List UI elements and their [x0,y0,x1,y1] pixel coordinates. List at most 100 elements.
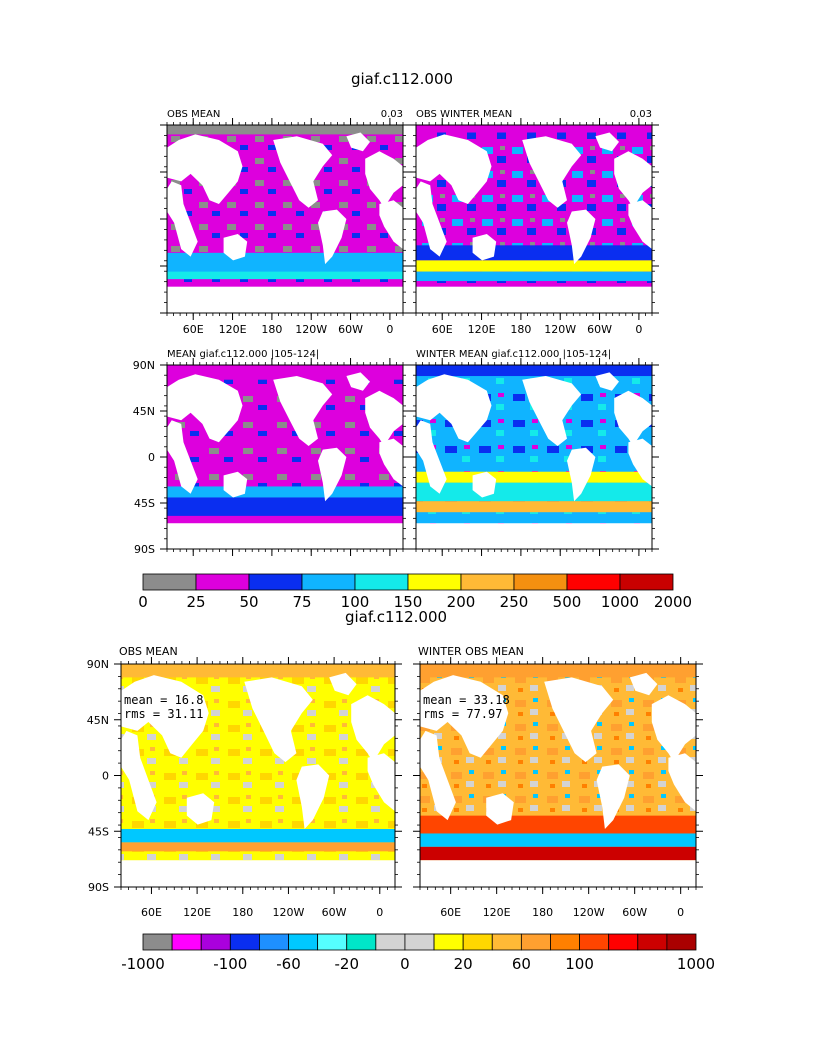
continent-mask [472,234,497,261]
y-tick-label: 90S [134,543,155,556]
x-tick-label: 60E [183,323,204,336]
colorbar-label: 150 [394,593,423,611]
panel-b1-band [121,829,395,843]
continent-mask [167,374,243,443]
colorbar-swatch [462,933,493,951]
colorbar-label: 250 [500,593,529,611]
x-tick-label: 0 [376,906,383,919]
x-tick-label: 180 [532,906,553,919]
continent-mask [522,136,582,208]
rms-annotation: rms = 31.11 [124,707,203,721]
colorbar-swatch [200,933,231,951]
continent-mask [367,753,395,812]
panel-3-band [167,486,403,498]
continent-mask [567,447,596,502]
colorbar-label: -100 [213,955,247,973]
panel-b2-band [420,664,696,678]
colorbar-swatch [301,573,356,591]
continent-mask [273,136,333,208]
colorbar-swatch [142,573,197,591]
continent-mask [567,209,596,265]
colorbar-swatch [375,933,406,951]
colorbar-swatch [491,933,522,951]
colorbar-swatch [404,933,435,951]
continent-mask [365,151,403,208]
panel-b1-band [121,842,395,852]
colorbar-label: 25 [186,593,205,611]
continent-mask [167,420,198,494]
continent-mask [167,134,243,204]
panel-title: WINTER MEAN giaf.c112.000 |105-124| [416,349,611,360]
continent-mask [420,675,509,758]
colorbar-swatch [229,933,260,951]
colorbar-swatch [550,933,580,951]
continent-mask [628,200,652,250]
panel-3-band [167,497,403,516]
colorbar-swatch [346,933,377,951]
x-tick-label: 120E [468,323,496,336]
colorbar-swatch [288,933,319,951]
colorbar-label: 50 [239,593,258,611]
continent-mask [318,209,347,265]
colorbar-swatch [666,933,697,951]
panel-corner-label: 0.03 [630,109,652,120]
panel-3-band [167,365,403,380]
colorbar-label: 0 [400,955,410,973]
antarctica-mask [167,523,403,549]
continent-mask [223,234,248,261]
continent-mask [416,181,447,257]
x-tick-label: 120E [483,906,511,919]
x-tick-label: 180 [510,323,531,336]
antarctica-mask [121,860,395,887]
continent-mask [544,677,614,763]
continent-mask [329,672,357,696]
antarctica-mask [416,523,652,549]
panel-b1-band [121,664,395,678]
colorbar-label: 100 [341,593,370,611]
continent-mask [346,372,370,391]
continent-mask [186,793,215,825]
panel-b2-band [420,833,696,847]
colorbar-label: 200 [447,593,476,611]
x-tick-label: 60E [141,906,162,919]
panel-4-band [416,482,652,502]
y-tick-label: 45N [133,405,155,418]
x-tick-label: 0 [635,323,642,336]
continent-mask [167,181,198,257]
continent-mask [296,764,330,829]
colorbar-label: 2000 [654,593,692,611]
continent-mask [273,376,333,446]
continent-mask [651,695,696,763]
x-tick-label: 60W [587,323,612,336]
x-tick-label: 180 [261,323,282,336]
panel-corner-label: 0.03 [381,109,403,120]
x-tick-label: 60W [622,906,647,919]
colorbar-swatch [637,933,668,951]
continent-mask [121,730,157,821]
colorbar-swatch [619,573,674,591]
panel-b2 [413,657,703,894]
panel-title: WINTER OBS MEAN [418,645,524,658]
figure-title: giaf.c112.000 [345,608,447,626]
mean-annotation: mean = 16.8 [124,693,203,707]
y-tick-label: 90S [88,881,109,894]
y-tick-label: 0 [102,770,109,783]
colorbar-swatch [142,933,173,951]
panel-4-band [416,365,652,377]
panel-1-band [167,271,403,280]
continent-mask [420,730,456,821]
continent-mask [365,390,403,446]
continent-mask [223,471,248,498]
x-tick-label: 120W [544,323,576,336]
continent-mask [379,438,403,487]
colorbar-label: 1000 [601,593,639,611]
colorbar-label: 60 [512,955,531,973]
antarctica-mask [167,286,403,313]
panel-2-band [416,260,652,272]
continent-mask [595,372,619,391]
y-tick-label: 0 [148,451,155,464]
panel-4-band [416,471,652,483]
x-tick-label: 120W [273,906,305,919]
y-tick-label: 45S [134,497,155,510]
colorbar-label: -20 [334,955,359,973]
